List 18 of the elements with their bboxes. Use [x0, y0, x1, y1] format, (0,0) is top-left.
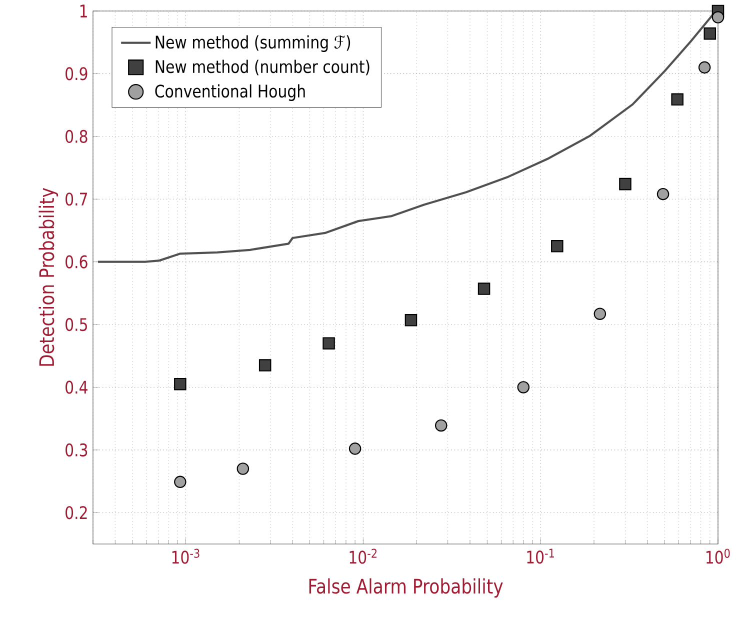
y-tick-label: 0.8 [66, 130, 88, 143]
y-tick-label: 0.7 [66, 192, 88, 206]
y-tick-label: 0.9 [66, 67, 88, 80]
legend-label: New method (number count) [156, 60, 370, 76]
legend-label: Conventional Hough [155, 84, 305, 102]
x-axis-title: False Alarm Probability [309, 578, 503, 598]
y-tick-label: 0.6 [66, 255, 88, 268]
y-tick-label: 0.3 [66, 443, 88, 456]
y-axis-title: Detection Probability [38, 188, 58, 366]
x-tick-label: 10$^{-3}$ [172, 548, 200, 564]
x-tick-label: 10$^{-1}$ [527, 548, 554, 564]
y-tick-label: 0.5 [66, 318, 87, 332]
y-tick-label: 0.2 [66, 506, 87, 520]
legend-label: New method (summing ℱ) [156, 35, 350, 52]
x-tick-label: 10$^{-2}$ [350, 548, 376, 564]
y-tick-label: 0.4 [66, 380, 88, 394]
y-tick-label: 1 [80, 4, 87, 18]
x-tick-label: 10$^{0}$ [706, 548, 730, 564]
